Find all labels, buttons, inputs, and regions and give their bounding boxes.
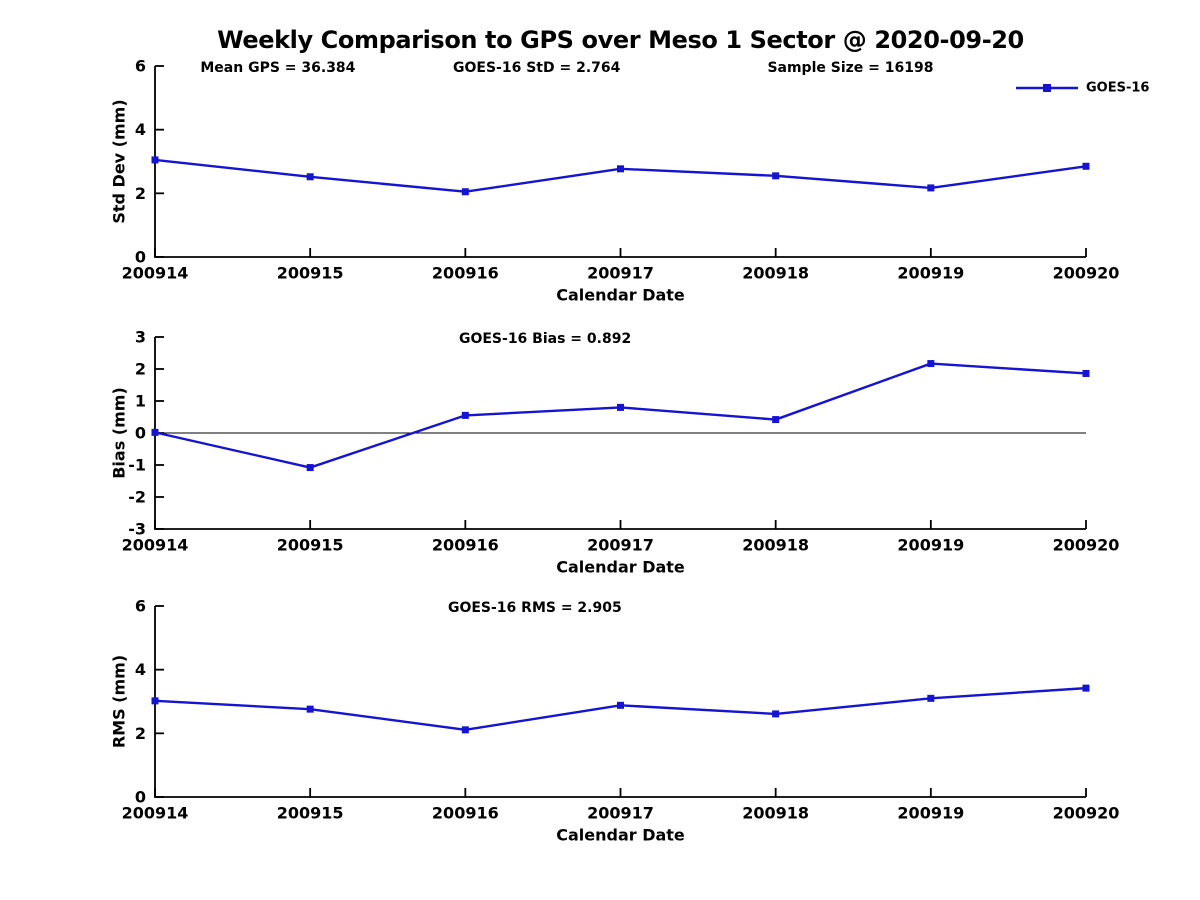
x-tick-label: 200915 <box>277 536 344 555</box>
y-tick-label: 2 <box>135 184 146 203</box>
data-point-marker <box>306 464 314 472</box>
x-tick-label: 200917 <box>587 264 654 283</box>
annotation-text: GOES-16 StD = 2.764 <box>453 60 621 76</box>
chart-title: Weekly Comparison to GPS over Meso 1 Sec… <box>217 26 1024 54</box>
data-point-marker <box>461 726 469 734</box>
data-point-marker <box>772 416 780 424</box>
legend-label: GOES-16 <box>1086 81 1149 96</box>
annotation-text: Sample Size = 16198 <box>767 60 933 76</box>
y-tick-label: -3 <box>128 520 146 539</box>
x-tick-label: 200915 <box>277 804 344 823</box>
y-tick-label: 6 <box>135 597 146 616</box>
y-tick-label: 4 <box>135 120 146 139</box>
data-point-marker <box>1082 369 1090 377</box>
axis-spine <box>154 606 1086 798</box>
x-tick-label: 200919 <box>897 536 964 555</box>
data-point-marker <box>617 403 624 411</box>
x-tick-label: 200914 <box>122 536 189 555</box>
data-line <box>153 686 1088 732</box>
data-point-marker <box>617 701 624 709</box>
y-axis-label: Bias (mm) <box>110 387 129 479</box>
y-tick-label: 3 <box>135 328 146 347</box>
y-tick-label: 1 <box>135 392 146 411</box>
x-tick-label: 200916 <box>432 264 499 283</box>
x-tick-label: 200914 <box>122 264 189 283</box>
x-axis-label: Calendar Date <box>556 286 685 305</box>
x-tick-label: 200920 <box>1053 536 1120 555</box>
axis-spine <box>154 66 1086 258</box>
data-point-marker <box>617 165 624 173</box>
data-point-marker <box>1082 162 1090 170</box>
annotation-text: GOES-16 RMS = 2.905 <box>448 600 622 616</box>
x-tick-label: 200919 <box>897 804 964 823</box>
data-point-marker <box>927 694 935 702</box>
x-tick-label: 200916 <box>432 536 499 555</box>
x-tick-label: 200917 <box>587 804 654 823</box>
annotation-text: Mean GPS = 36.384 <box>200 60 355 76</box>
x-tick-label: 200919 <box>897 264 964 283</box>
data-point-marker <box>772 710 780 718</box>
annotation-text: GOES-16 Bias = 0.892 <box>459 331 631 347</box>
legend-marker-sample <box>1043 84 1051 92</box>
data-point-marker <box>927 360 935 368</box>
y-tick-label: -2 <box>128 488 146 507</box>
x-tick-label: 200917 <box>587 536 654 555</box>
y-tick-label: -1 <box>128 456 146 475</box>
y-tick-label: 0 <box>135 248 146 267</box>
y-tick-label: 0 <box>135 424 146 443</box>
data-point-marker <box>1082 684 1090 692</box>
y-tick-label: 6 <box>135 57 146 76</box>
x-tick-label: 200915 <box>277 264 344 283</box>
data-point-marker <box>151 428 159 436</box>
x-tick-label: 200920 <box>1053 804 1120 823</box>
data-point-marker <box>306 173 314 181</box>
data-line <box>153 158 1088 193</box>
y-tick-label: 4 <box>135 660 146 679</box>
x-axis-label: Calendar Date <box>556 826 685 845</box>
y-tick-label: 2 <box>135 724 146 743</box>
y-axis-label: Std Dev (mm) <box>110 99 129 223</box>
data-point-marker <box>461 188 469 196</box>
x-tick-label: 200918 <box>742 804 809 823</box>
y-tick-label: 2 <box>135 360 146 379</box>
data-line <box>153 362 1088 469</box>
y-tick-label: 0 <box>135 788 146 807</box>
x-tick-label: 200918 <box>742 536 809 555</box>
data-point-marker <box>151 697 159 705</box>
x-axis-label: Calendar Date <box>556 558 685 577</box>
data-point-marker <box>772 172 780 180</box>
x-tick-label: 200920 <box>1053 264 1120 283</box>
x-tick-label: 200914 <box>122 804 189 823</box>
y-axis-label: RMS (mm) <box>110 655 129 748</box>
x-tick-label: 200918 <box>742 264 809 283</box>
x-tick-label: 200916 <box>432 804 499 823</box>
data-point-marker <box>151 156 159 164</box>
data-point-marker <box>927 184 935 192</box>
data-point-marker <box>461 411 469 419</box>
data-point-marker <box>306 705 314 713</box>
